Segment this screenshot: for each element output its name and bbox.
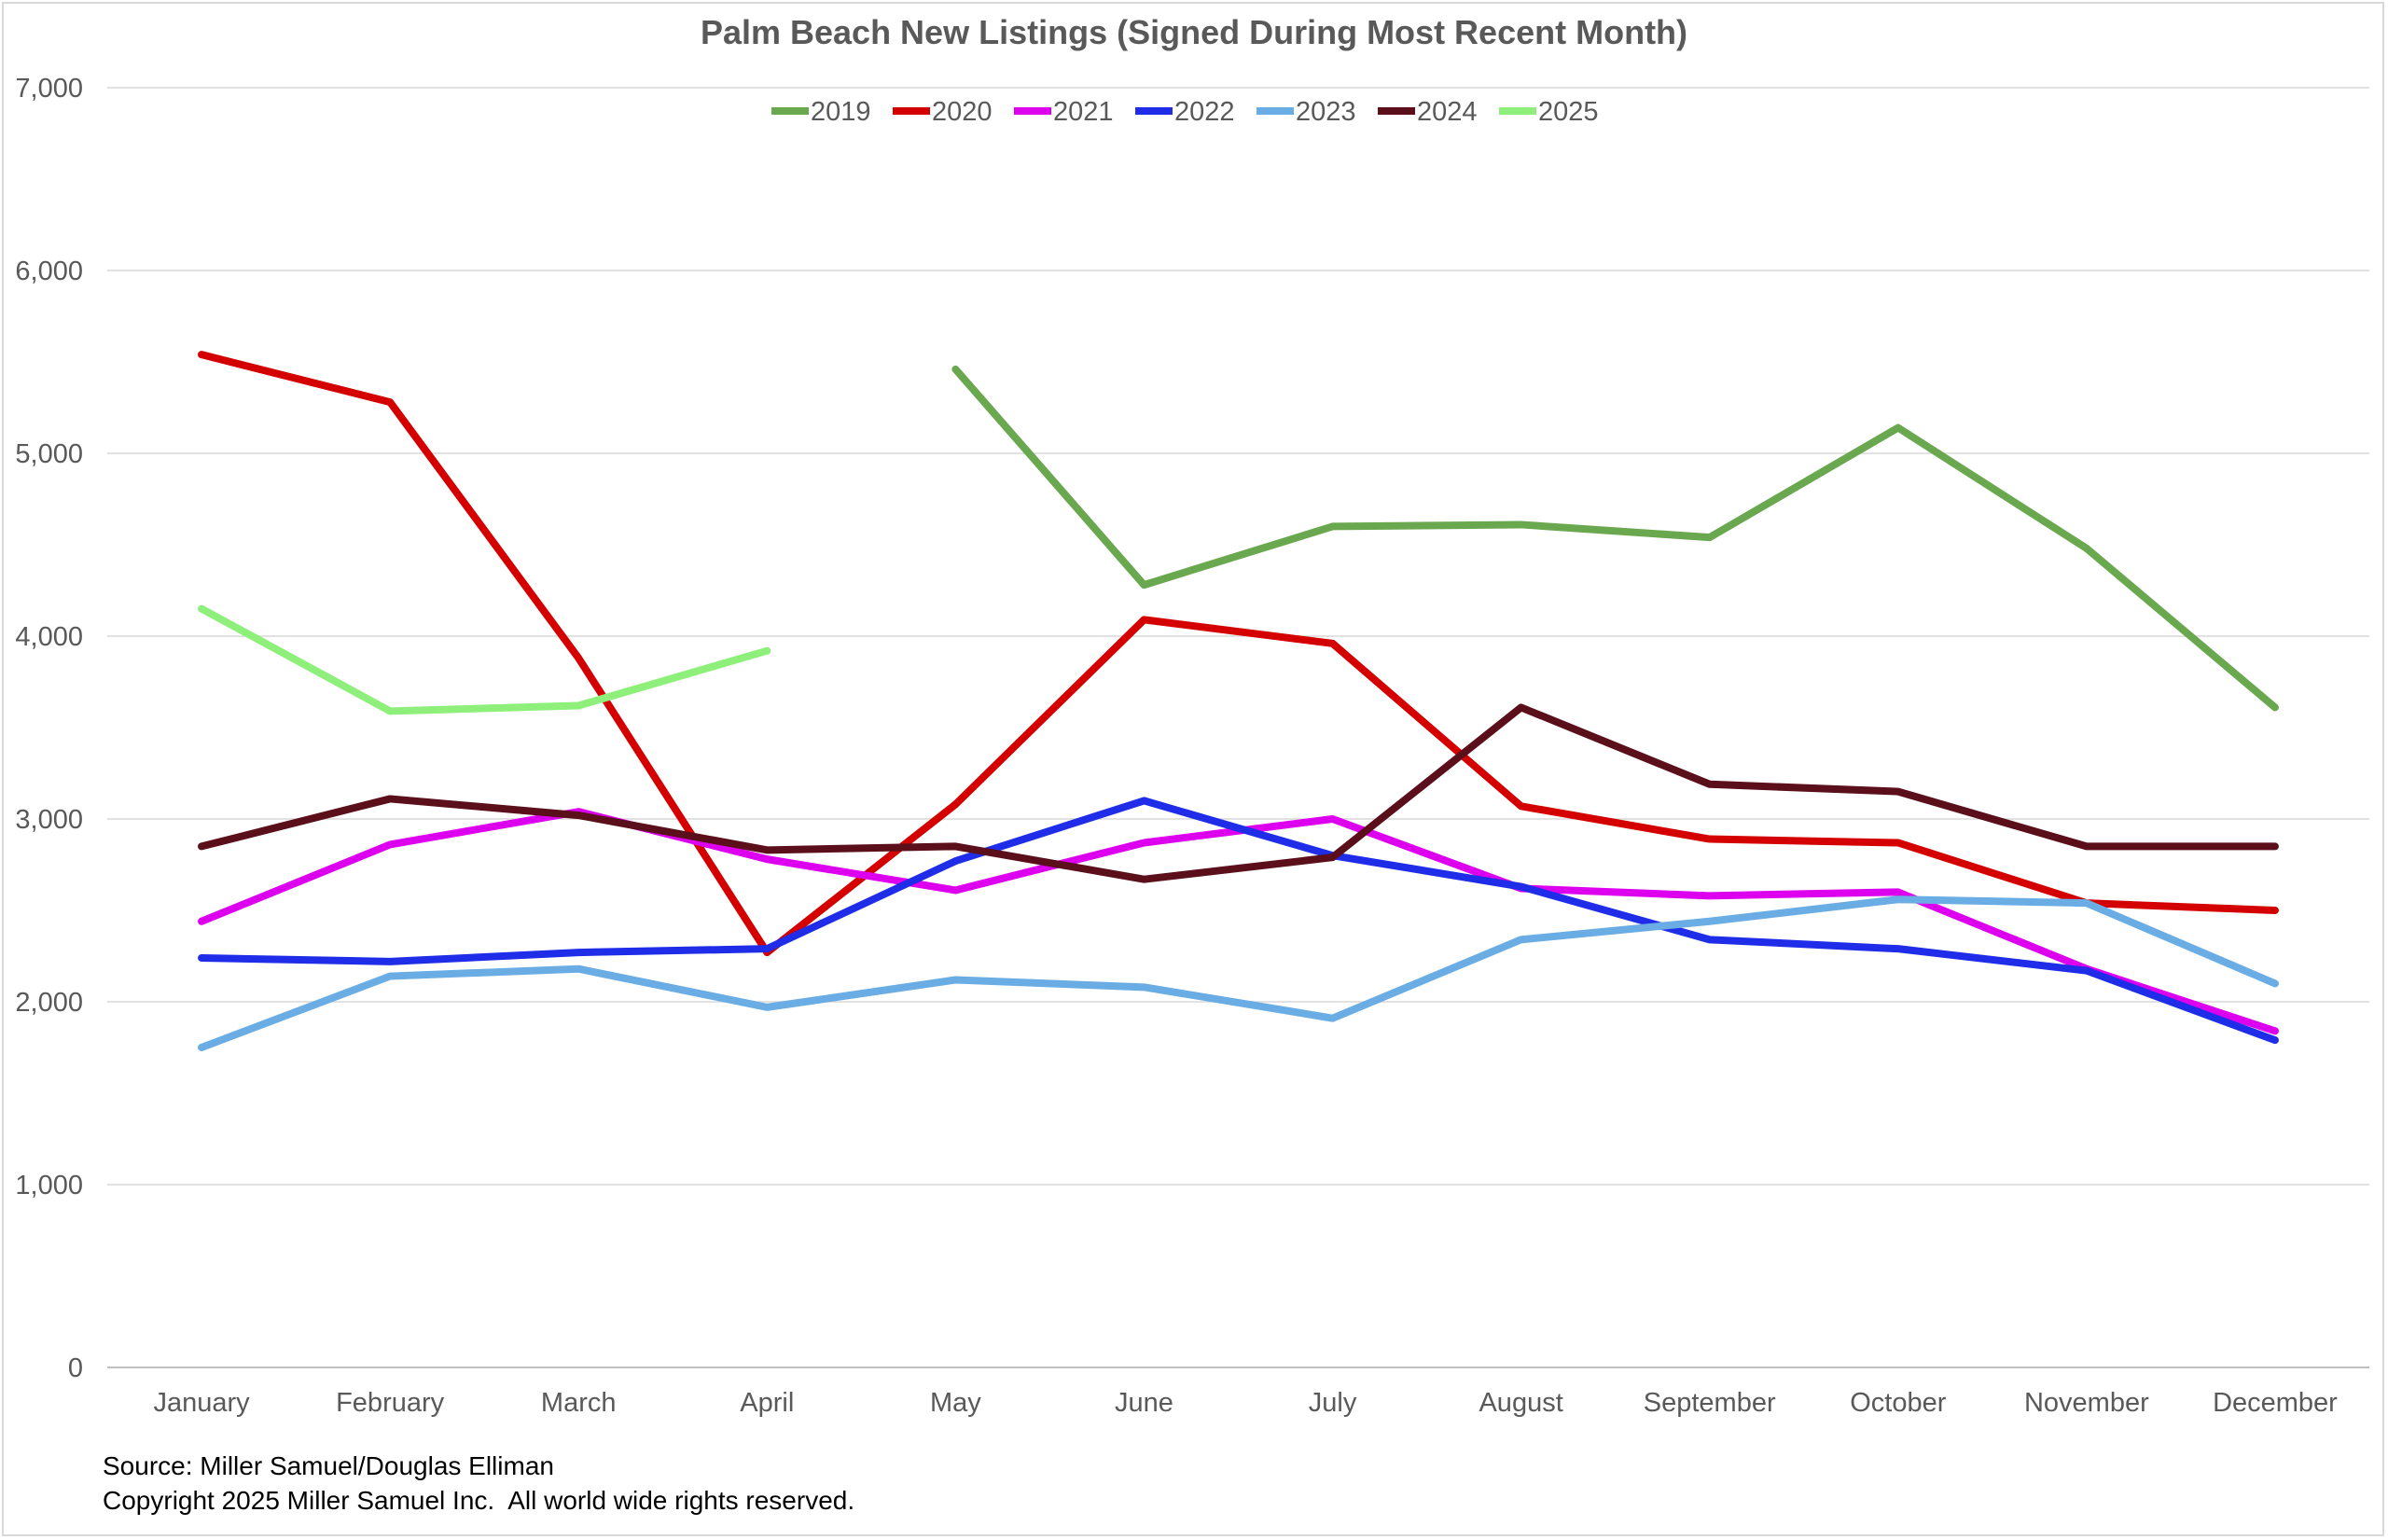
series-2022 bbox=[198, 797, 2279, 1045]
chart-footer: Source: Miller Samuel/Douglas Elliman Cop… bbox=[103, 1449, 854, 1518]
legend-item-2020: 2020 bbox=[893, 97, 993, 127]
legend: 2019 2020 2021 2022 2023 2024 2025 bbox=[771, 97, 1599, 127]
x-tick-label: June bbox=[1115, 1388, 1173, 1418]
legend-label: 2022 bbox=[1174, 97, 1235, 127]
series-line-2020 bbox=[198, 351, 2279, 957]
x-tick-label: January bbox=[153, 1388, 250, 1418]
series-line-2022 bbox=[198, 797, 2279, 1045]
legend-label: 2023 bbox=[1296, 97, 1356, 127]
series-line-2019 bbox=[951, 365, 2279, 712]
source-note: Source: Miller Samuel/Douglas Elliman bbox=[103, 1451, 554, 1480]
copyright-note: Copyright 2025 Miller Samuel Inc. All wo… bbox=[103, 1486, 855, 1515]
y-tick-label: 3,000 bbox=[15, 805, 83, 835]
series-2021 bbox=[198, 808, 2279, 1035]
legend-label: 2024 bbox=[1417, 97, 1478, 127]
x-tick-label: September bbox=[1644, 1388, 1776, 1418]
x-tick-label: February bbox=[336, 1388, 445, 1418]
series-2025 bbox=[198, 604, 771, 715]
series-line-2024 bbox=[198, 703, 2279, 883]
legend-item-2023: 2023 bbox=[1256, 97, 1356, 127]
legend-label: 2025 bbox=[1538, 97, 1599, 127]
series-2020 bbox=[198, 351, 2279, 957]
x-tick-label: December bbox=[2213, 1388, 2338, 1418]
legend-item-2024: 2024 bbox=[1378, 97, 1478, 127]
legend-item-2021: 2021 bbox=[1014, 97, 1114, 127]
legend-label: 2021 bbox=[1053, 97, 1114, 127]
x-tick-label: April bbox=[740, 1388, 794, 1418]
axes: 0 1,000 2,000 3,000 4,000 5,000 6,000 7,000 Janu… bbox=[15, 74, 2369, 1418]
legend-item-2019: 2019 bbox=[771, 97, 871, 127]
legend-item-2022: 2022 bbox=[1135, 97, 1235, 127]
legend-label: 2020 bbox=[932, 97, 993, 127]
y-tick-label: 1,000 bbox=[15, 1171, 83, 1200]
series-2023 bbox=[198, 895, 2279, 1051]
legend-label: 2019 bbox=[811, 97, 871, 127]
x-tick-label: August bbox=[1479, 1388, 1562, 1418]
y-tick-label: 5,000 bbox=[15, 439, 83, 469]
chart-title: Palm Beach New Listings (Signed During M… bbox=[701, 13, 1687, 51]
y-tick-label: 4,000 bbox=[15, 622, 83, 652]
x-tick-label: October bbox=[1850, 1388, 1946, 1418]
series-2024 bbox=[198, 703, 2279, 883]
y-tick-label: 2,000 bbox=[15, 988, 83, 1018]
legend-item-2025: 2025 bbox=[1499, 97, 1599, 127]
x-tick-label: November bbox=[2024, 1388, 2149, 1418]
gridlines bbox=[107, 87, 2369, 1186]
y-tick-label: 0 bbox=[68, 1353, 83, 1383]
y-tick-label: 7,000 bbox=[15, 74, 83, 104]
x-tick-label: July bbox=[1309, 1388, 1357, 1418]
series-2019 bbox=[951, 365, 2279, 712]
series-line-2021 bbox=[198, 808, 2279, 1035]
x-tick-label: March bbox=[541, 1388, 617, 1418]
series-line-2025 bbox=[198, 604, 771, 715]
series-line-2023 bbox=[198, 895, 2279, 1051]
x-tick-label: May bbox=[930, 1388, 981, 1418]
series-lines bbox=[198, 351, 2279, 1051]
y-tick-label: 6,000 bbox=[15, 257, 83, 286]
